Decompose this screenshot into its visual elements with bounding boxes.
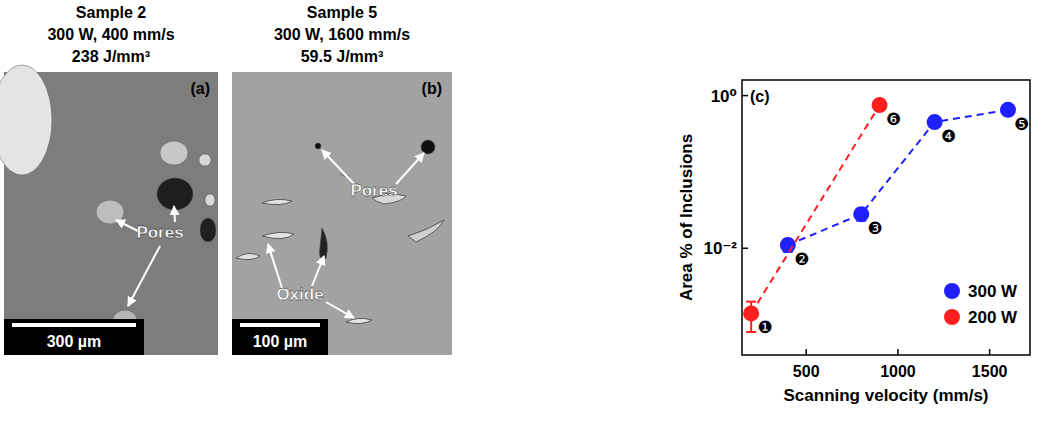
- feature: [262, 232, 294, 238]
- point-label: ❺: [1014, 114, 1029, 134]
- arrow: [174, 206, 175, 222]
- point-label: ❻: [886, 109, 901, 129]
- plot-frame: [742, 80, 1030, 355]
- panel-title: 300 W, 1600 mm/s: [274, 26, 410, 43]
- legend-swatch: [944, 309, 960, 325]
- point-label: ❹: [941, 126, 956, 146]
- scale-bar: [12, 323, 136, 327]
- feature: [262, 199, 292, 204]
- feature: [96, 200, 124, 224]
- panel-title: 59.5 J/mm³: [301, 48, 384, 65]
- y-tick-label: 10⁻²: [703, 239, 737, 258]
- error-cap: [746, 331, 756, 333]
- micrograph: [232, 72, 452, 355]
- panel-letter: (c): [750, 88, 770, 105]
- y-tick-label: 10⁰: [711, 87, 737, 106]
- x-tick-label: 500: [793, 363, 820, 380]
- figure: Sample 2 300 W, 400 mm/s 238 J/mm³ (a) Pores…: [0, 0, 1040, 425]
- y-tick: [742, 95, 748, 97]
- panel-title: 300 W, 400 mm/s: [47, 26, 174, 43]
- panel-letter: (b): [422, 80, 442, 97]
- micrograph: [0, 65, 218, 355]
- feature: [320, 228, 328, 259]
- panel-title: Sample 5: [307, 4, 377, 21]
- feature: [205, 194, 215, 206]
- x-tick: [897, 349, 899, 355]
- micrograph-image: [232, 72, 452, 355]
- feature: [0, 65, 52, 175]
- feature: [236, 253, 260, 259]
- legend-swatch: [944, 283, 960, 299]
- x-tick: [989, 349, 991, 355]
- feature: [408, 220, 444, 242]
- annotation: Oxide: [276, 285, 323, 304]
- y-axis-title: Area % of Inclusions: [677, 134, 696, 301]
- arrow: [128, 246, 160, 306]
- series-line: [788, 110, 1008, 245]
- scale-box: [232, 319, 328, 355]
- scale-label: 100 µm: [253, 333, 308, 350]
- feature: [421, 140, 435, 154]
- scale-box: [4, 319, 144, 355]
- point-label: ❸: [868, 218, 883, 238]
- x-axis-title: Scanning velocity (mm/s): [784, 386, 989, 405]
- feature: [199, 154, 211, 166]
- feature: [157, 178, 193, 210]
- arrow: [268, 244, 282, 288]
- y-tick: [742, 248, 748, 250]
- scale-label: 300 µm: [47, 333, 102, 350]
- panel-letter: (a): [190, 80, 210, 97]
- series-line: [751, 105, 879, 313]
- x-tick-label: 1000: [880, 363, 916, 380]
- x-tick-label: 1500: [972, 363, 1008, 380]
- panel-title: Sample 2: [76, 4, 146, 21]
- x-tick: [805, 349, 807, 355]
- feature: [160, 141, 188, 165]
- feature: [200, 218, 216, 242]
- arrow: [312, 256, 324, 286]
- feature: [315, 143, 321, 149]
- feature: [346, 318, 372, 323]
- panel-title: 238 J/mm³: [72, 48, 150, 65]
- point-label: ❷: [794, 249, 809, 269]
- legend-label: 200 W: [968, 308, 1018, 327]
- annotation: Pores: [350, 181, 397, 200]
- annotation: Pores: [136, 223, 183, 242]
- arrow: [396, 153, 424, 184]
- scale-bar: [240, 323, 320, 327]
- legend-label: 300 W: [968, 282, 1018, 301]
- point-label: ❶: [758, 317, 773, 337]
- arrow: [326, 302, 354, 318]
- error-cap: [746, 301, 756, 303]
